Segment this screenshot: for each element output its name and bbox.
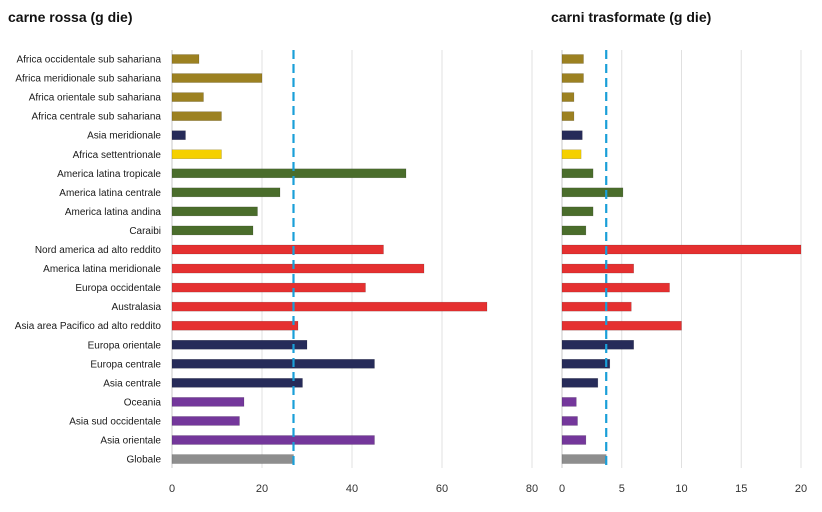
category-label-15: Europa orientale xyxy=(88,340,162,351)
processed-meat-bar-12: Europa occidentale: 9 xyxy=(561,282,670,293)
red-meat-bar-9: Caraibi: 18 xyxy=(171,225,254,236)
processed-meat-bar-5: Africa settentrionale: 1.6 xyxy=(561,149,582,159)
red-meat-bar-16: Europa centrale: 45 xyxy=(171,359,375,369)
category-label-14: Asia area Pacifico ad alto reddito xyxy=(15,321,162,332)
category-label-0: Africa occidentale sub sahariana xyxy=(16,55,161,66)
processed-meat-bar-19: Asia sud occidentale: 1.3 xyxy=(561,416,578,426)
red-meat-bar-5: Africa settentrionale: 11 xyxy=(171,149,222,159)
red-meat-bar-20: Asia orientale: 45 xyxy=(171,435,375,445)
processed-meat-bar-17: Asia centrale: 3 xyxy=(561,378,599,388)
red-meat-bar-3: Africa centrale sub sahariana: 11 xyxy=(171,111,222,121)
red-meat-bar-8: America latina andina: 19 xyxy=(171,206,258,217)
processed-meat-chart: Africa occidentale sub sahariana: 1.8 Afr… xyxy=(559,50,807,495)
processed-meat-bar-0: Africa occidentale sub sahariana: 1.8 xyxy=(561,54,584,64)
processed-meat-bar-15: Europa orientale: 6 xyxy=(561,340,634,350)
red-meat-bar-10: Nord america ad alto reddito: 47 xyxy=(171,244,384,255)
category-label-11: America latina meridionale xyxy=(43,264,161,275)
red-meat-tick-label-1: 20 xyxy=(256,483,268,495)
category-label-19: Asia sud occidentale xyxy=(69,416,161,427)
red-meat-bar-2: Africa orientale sub sahariana: 7 xyxy=(171,92,204,102)
red-meat-bar-13: Australasia: 70 xyxy=(171,301,488,312)
red-meat-tick-label-2: 40 xyxy=(346,483,358,495)
processed-meat-bar-4: Asia meridionale: 1.7 xyxy=(561,130,583,140)
red-meat-bar-14: Asia area Pacifico ad alto reddito: 28 xyxy=(171,320,299,331)
category-label-10: Nord america ad alto reddito xyxy=(35,245,162,256)
processed-meat-tick-label-0: 0 xyxy=(559,483,565,495)
category-label-1: Africa meridionale sub sahariana xyxy=(15,74,161,85)
red-meat-bar-12: Europa occidentale: 43 xyxy=(171,282,366,293)
red-meat-bar-17: Asia centrale: 29 xyxy=(171,378,303,388)
category-label-9: Caraibi xyxy=(129,226,161,237)
processed-meat-bar-20: Asia orientale: 2 xyxy=(561,435,587,445)
category-label-8: America latina andina xyxy=(65,207,162,218)
processed-meat-bar-3: Africa centrale sub sahariana: 1 xyxy=(561,111,575,121)
processed-meat-bar-1: Africa meridionale sub sahariana: 1.8 xyxy=(561,73,584,83)
processed-meat-tick-label-4: 20 xyxy=(795,483,807,495)
processed-meat-bar-6: America latina tropicale: 2.6 xyxy=(561,168,594,179)
category-label-20: Asia orientale xyxy=(100,436,161,447)
processed-meat-tick-label-3: 15 xyxy=(735,483,747,495)
category-label-18: Oceania xyxy=(124,397,162,408)
processed-meat-bar-11: America latina meridionale: 6 xyxy=(561,263,634,274)
category-label-2: Africa orientale sub sahariana xyxy=(29,93,162,104)
red-meat-tick-label-3: 60 xyxy=(436,483,448,495)
red-meat-bar-1: Africa meridionale sub sahariana: 20 xyxy=(171,73,263,83)
processed-meat-bar-10: Nord america ad alto reddito: 20 xyxy=(561,244,802,255)
red-meat-bar-7: America latina centrale: 24 xyxy=(171,187,281,198)
red-meat-tick-label-0: 0 xyxy=(169,483,175,495)
processed-meat-bar-13: Australasia: 5.8 xyxy=(561,301,632,312)
processed-meat-tick-label-1: 5 xyxy=(619,483,625,495)
processed-meat-bar-14: Asia area Pacifico ad alto reddito: 10 xyxy=(561,320,682,331)
processed-meat-bar-2: Africa orientale sub sahariana: 1 xyxy=(561,92,575,102)
red-meat-bar-0: Africa occidentale sub sahariana: 6 xyxy=(171,54,200,64)
category-label-16: Europa centrale xyxy=(90,359,161,370)
red-meat-tick-label-4: 80 xyxy=(526,483,538,495)
red-meat-chart: Africa occidentale sub sahariana: 6 Afric… xyxy=(15,50,538,495)
right-chart-title: carni trasformate (g die) xyxy=(551,9,711,25)
left-chart-title: carne rossa (g die) xyxy=(8,9,133,25)
red-meat-bar-6: America latina tropicale: 52 xyxy=(171,168,407,179)
processed-meat-bar-9: Caraibi: 2 xyxy=(561,225,587,236)
category-label-13: Australasia xyxy=(112,302,162,313)
category-label-3: Africa centrale sub sahariana xyxy=(31,112,161,123)
red-meat-bar-15: Europa orientale: 30 xyxy=(171,340,308,350)
category-label-4: Asia meridionale xyxy=(87,131,161,142)
red-meat-bar-4: Asia meridionale: 3 xyxy=(171,130,186,140)
red-meat-bar-18: Oceania: 16 xyxy=(171,397,245,407)
category-label-6: America latina tropicale xyxy=(57,169,161,180)
red-meat-bar-11: America latina meridionale: 56 xyxy=(171,263,425,274)
processed-meat-bar-18: Oceania: 1.2 xyxy=(561,397,577,407)
category-label-7: America latina centrale xyxy=(59,188,161,199)
processed-meat-tick-label-2: 10 xyxy=(675,483,687,495)
processed-meat-bar-8: America latina andina: 2.6 xyxy=(561,206,594,217)
category-label-12: Europa occidentale xyxy=(75,283,161,294)
processed-meat-bar-21: Globale: 3.7 xyxy=(561,454,607,464)
processed-meat-bar-7: America latina centrale: 5.1 xyxy=(561,187,624,198)
category-label-21: Globale xyxy=(127,455,162,466)
red-meat-bar-21: Globale: 27 xyxy=(171,454,294,464)
processed-meat-bar-16: Europa centrale: 4 xyxy=(561,359,611,369)
red-meat-bar-19: Asia sud occidentale: 15 xyxy=(171,416,240,426)
category-label-17: Asia centrale xyxy=(103,378,161,389)
category-label-5: Africa settentrionale xyxy=(73,150,162,161)
